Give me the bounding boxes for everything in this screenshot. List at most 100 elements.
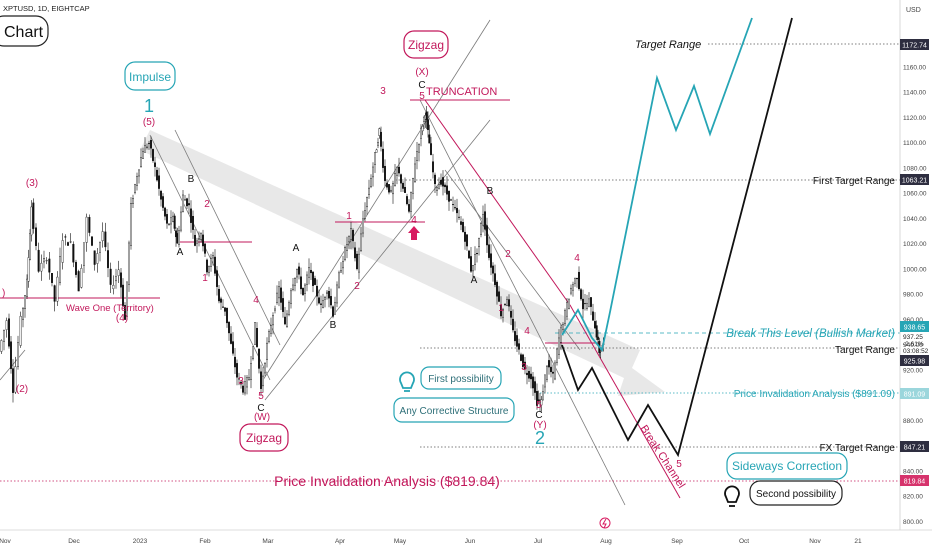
wave-3a: 3: [238, 376, 244, 387]
wave-2-big: 2: [535, 428, 545, 448]
candle-body: [159, 190, 162, 200]
dotted-levels: [395, 43, 900, 448]
candle-body: [9, 341, 12, 369]
candle-body: [364, 210, 367, 219]
y-tick-8: 940.00: [903, 342, 923, 349]
candle-body: [161, 196, 164, 208]
candle-body: [308, 267, 311, 278]
y-tick-18: 1140.00: [903, 90, 926, 97]
candle-body: [123, 305, 126, 320]
candle-body: [390, 189, 393, 192]
candle-body: [27, 257, 30, 282]
candle-body: [35, 227, 38, 246]
x-wave-label: (X): [415, 67, 428, 78]
zigzag-bottom-box: [239, 423, 289, 452]
wave-b1: B: [188, 174, 195, 185]
candle-body: [213, 256, 216, 274]
candle-body: [436, 187, 439, 191]
candle-body: [494, 273, 497, 285]
w-wave-label: (W): [254, 412, 270, 423]
candle-body: [492, 265, 495, 274]
wave-3p: (3): [26, 178, 38, 189]
candle-body: [306, 274, 309, 285]
candle-body: [53, 285, 56, 302]
candle-body: [280, 287, 283, 303]
sideways-box: [726, 452, 848, 480]
candle-body: [421, 126, 424, 132]
wave-4a: 4: [253, 295, 259, 306]
candle-body: [462, 222, 465, 232]
time-axis[interactable]: [0, 530, 932, 550]
first-possibility-label: First possibility: [428, 374, 494, 385]
candle-body: [203, 243, 206, 254]
channel-lines: [0, 19, 626, 506]
candle-body: [599, 350, 602, 352]
x-tick-12: Nov: [809, 538, 821, 545]
pia-819-label: Price Invalidation Analysis ($819.84): [274, 473, 500, 489]
candle-body: [488, 244, 491, 258]
candle-body: [522, 354, 525, 368]
candle-body: [506, 299, 509, 306]
candle-body: [582, 298, 585, 310]
y-tick-3: 840.00: [903, 468, 923, 475]
candle-body: [209, 258, 212, 267]
candle-body: [312, 271, 315, 286]
wave-b2: B: [330, 320, 337, 331]
candle-body: [524, 361, 527, 370]
candle-body: [544, 374, 547, 388]
candle-body: [37, 249, 40, 272]
wave-5-future: 5: [676, 459, 682, 470]
candle-body: [195, 240, 198, 244]
candle-body: [85, 216, 88, 243]
candle-body: [576, 278, 579, 280]
candle-body: [264, 363, 267, 374]
wave-3-top: 3: [380, 86, 386, 97]
candle-body: [556, 348, 559, 363]
candle-body: [420, 127, 423, 139]
candle-body: [235, 363, 238, 378]
wave-4p: (4): [116, 313, 128, 324]
candle-body: [372, 166, 375, 178]
candle-body: [135, 176, 138, 186]
candle-body: [251, 346, 254, 359]
currency-label: USD: [906, 7, 921, 14]
candle-body: [298, 266, 301, 275]
candle-body: [324, 296, 327, 300]
candle-body: [260, 371, 263, 389]
candle-body: [444, 184, 447, 188]
grey-projection-arrow: [140, 130, 665, 396]
y-tick-19: 1160.00: [903, 64, 926, 71]
candle-body: [316, 285, 319, 297]
candle-body: [0, 340, 3, 352]
candle-body: [276, 292, 279, 303]
wave-5c: 5: [536, 400, 542, 411]
candle-body: [270, 325, 273, 334]
candle-body: [125, 281, 128, 317]
candle-body: [139, 157, 142, 167]
second-possibility-box: [749, 480, 843, 506]
candle-body: [3, 330, 6, 342]
candle-body: [574, 278, 577, 284]
y-tick-16: 1100.00: [903, 140, 926, 147]
candle-body: [450, 199, 453, 201]
first-target-range: First Target Range: [813, 176, 896, 187]
candle-body: [336, 284, 339, 304]
candle-body: [558, 337, 561, 355]
lightning-icon[interactable]: [599, 517, 611, 529]
candle-body: [77, 271, 80, 292]
candle-body: [129, 202, 132, 246]
candle-body: [11, 368, 14, 393]
candle-body: [98, 242, 101, 253]
chart-tab-box[interactable]: [0, 15, 49, 47]
candle-body: [400, 174, 403, 184]
candle-body: [121, 284, 124, 306]
candle-body: [237, 378, 240, 380]
candle-body: [296, 269, 299, 278]
tag-819: 819.84: [904, 479, 926, 486]
candle-body: [322, 300, 325, 308]
candle-body: [171, 215, 174, 222]
candle-body: [468, 250, 471, 259]
candle-body: [5, 320, 8, 330]
